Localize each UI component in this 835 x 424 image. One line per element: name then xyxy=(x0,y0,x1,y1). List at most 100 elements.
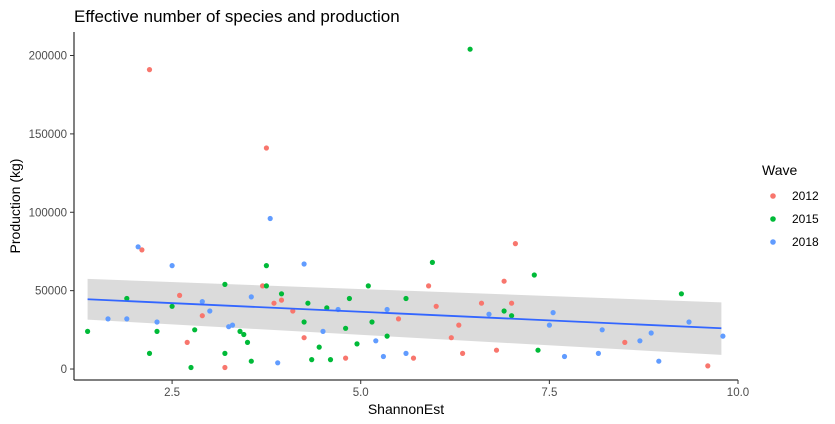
trend-line xyxy=(87,298,722,330)
data-point xyxy=(327,357,334,363)
data-point xyxy=(316,344,322,350)
data-point xyxy=(622,339,628,345)
legend-title: Wave xyxy=(762,162,797,178)
legend-items: 2012 2015 2018 xyxy=(770,189,819,249)
data-point xyxy=(561,353,568,360)
data-point xyxy=(512,241,519,247)
data-point xyxy=(429,259,435,265)
confidence-band xyxy=(87,278,722,355)
trend-line-layer xyxy=(87,298,722,330)
data-point xyxy=(595,350,602,356)
data-point xyxy=(229,322,236,328)
data-point xyxy=(656,358,662,364)
data-point xyxy=(433,303,439,309)
data-point xyxy=(105,316,111,322)
data-point xyxy=(395,316,402,322)
data-point xyxy=(467,46,473,52)
data-point xyxy=(380,353,386,360)
data-point xyxy=(705,363,711,369)
data-point xyxy=(501,308,507,314)
data-point xyxy=(222,350,228,356)
data-point xyxy=(410,355,417,361)
data-point xyxy=(290,308,296,314)
data-point xyxy=(278,297,285,303)
data-point xyxy=(648,330,654,336)
data-point xyxy=(686,319,692,325)
data-point xyxy=(177,292,183,298)
x-tick-label: 5.0 xyxy=(353,387,369,399)
data-point xyxy=(369,319,375,325)
data-point xyxy=(535,347,541,353)
data-point xyxy=(599,327,605,333)
data-point xyxy=(343,325,349,331)
data-point xyxy=(278,291,285,297)
y-tick-label: 150000 xyxy=(29,129,67,141)
data-point xyxy=(169,263,175,269)
data-point xyxy=(207,308,213,314)
data-point xyxy=(448,335,454,341)
data-point xyxy=(373,338,379,344)
data-point xyxy=(678,291,685,297)
data-point xyxy=(550,310,556,316)
data-point xyxy=(305,300,311,306)
x-axis-label: ShannonEst xyxy=(368,401,444,417)
data-point xyxy=(426,283,432,289)
data-point xyxy=(146,350,153,356)
data-point xyxy=(124,316,130,322)
y-tick-label: 200000 xyxy=(29,51,67,63)
chart-title: Effective number of species and producti… xyxy=(74,7,400,26)
data-point xyxy=(263,263,269,269)
data-point xyxy=(509,300,515,306)
data-point xyxy=(248,294,254,300)
data-point xyxy=(244,339,251,345)
data-point xyxy=(154,328,160,334)
data-point xyxy=(241,331,247,338)
points-layer xyxy=(85,46,726,371)
data-point xyxy=(501,278,507,284)
data-point xyxy=(354,341,360,347)
series-2018 xyxy=(105,215,726,366)
data-point xyxy=(478,300,485,306)
data-point xyxy=(384,306,390,313)
data-point xyxy=(346,295,352,302)
data-point xyxy=(154,319,160,325)
data-point xyxy=(222,364,228,371)
data-point xyxy=(192,327,198,333)
data-point xyxy=(509,313,515,319)
x-tick-label: 2.5 xyxy=(164,387,180,399)
y-tick-label: 100000 xyxy=(29,207,67,219)
data-point xyxy=(720,333,726,339)
legend-key-2018 xyxy=(770,239,776,245)
data-point xyxy=(188,364,194,371)
series-2015 xyxy=(85,46,685,371)
legend-key-2012 xyxy=(770,193,776,199)
data-point xyxy=(365,283,371,289)
data-point xyxy=(309,357,315,363)
data-point xyxy=(248,358,254,364)
legend: Wave 2012 2015 2018 xyxy=(762,162,819,249)
data-point xyxy=(275,360,281,366)
data-point xyxy=(199,313,205,319)
data-point xyxy=(263,145,269,151)
data-point xyxy=(199,299,205,305)
data-point xyxy=(343,355,349,361)
data-point xyxy=(384,333,390,339)
data-point xyxy=(263,283,269,289)
data-point xyxy=(637,338,643,344)
y-tick-label: 0 xyxy=(61,364,67,376)
legend-label-2018: 2018 xyxy=(792,235,819,249)
y-axis-ticks: 0 50000 100000 150000 200000 xyxy=(29,51,74,376)
legend-key-2015 xyxy=(770,216,776,222)
data-point xyxy=(271,300,277,306)
data-point xyxy=(493,347,500,353)
data-point xyxy=(124,295,130,302)
data-point xyxy=(146,67,153,73)
data-point xyxy=(546,322,553,328)
data-point xyxy=(237,328,243,334)
data-point xyxy=(85,328,91,334)
data-point xyxy=(320,328,326,334)
data-point xyxy=(139,247,145,253)
x-tick-label: 10.0 xyxy=(727,387,749,399)
data-point xyxy=(301,335,307,341)
